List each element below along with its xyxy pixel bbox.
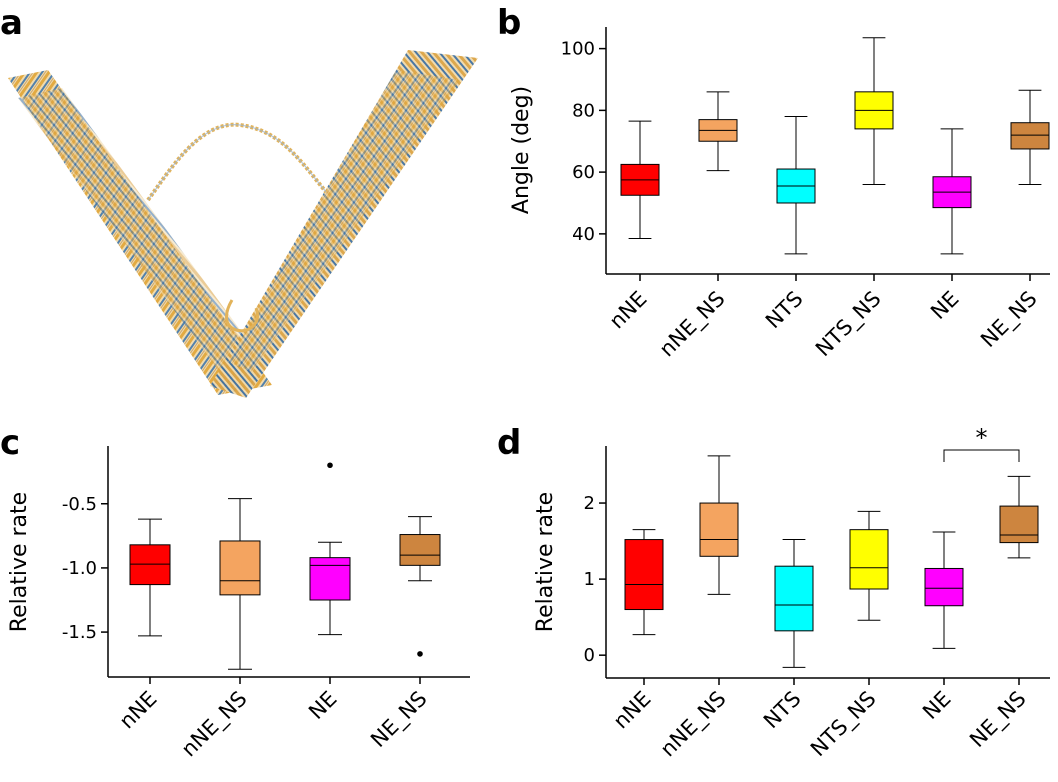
iqr-box [999,505,1039,544]
x-tick-label: nNE [605,287,652,334]
significance-bracket [943,449,1020,462]
panel-d-y-axis-label: Relative rate [533,492,558,632]
iqr-box [774,565,814,632]
box-nNE [620,120,660,239]
y-tick-label: 0 [584,645,595,666]
box-nNE [624,529,664,636]
x-tick-label: NTS_NS [806,687,881,762]
significance-star: * [976,424,988,452]
panel-letter-b: b [497,3,521,43]
x-tick-label: nNE_NS [655,287,731,363]
x-tick-label: nNE [609,687,656,734]
box-NE [309,541,351,636]
x-tick-label: NTS [759,687,806,734]
y-tick-label: 80 [572,100,595,121]
outlier-point [417,651,423,657]
iqr-box [309,557,351,601]
box-NTS_NS [854,37,894,185]
panel-letter-a: a [0,3,23,43]
x-tick-label: nNE [115,687,162,734]
iqr-box [399,534,441,566]
box-NTS_NS [849,510,889,621]
y-tick-label: 60 [572,162,595,183]
y-tick-label: -1.5 [62,622,97,643]
x-tick-label: nNE_NS [177,687,253,763]
box-NE_NS [1010,89,1050,185]
box-NTS [776,116,816,255]
y-tick-label: -0.5 [62,494,97,515]
iqr-box [1010,122,1050,150]
x-tick-label: NE [926,287,963,324]
box-nNE [129,518,171,637]
outlier-point [327,462,333,469]
dna-origami-structure-illustration [8,50,478,398]
panel-b-y-axis-label: Angle (deg) [509,86,534,214]
y-tick-label: 40 [572,224,595,245]
iqr-box [219,540,261,596]
y-tick-label: 1 [584,569,595,590]
iqr-box [849,529,889,590]
panel-d-chart: 0 1 2 nNE nNE_NS NTS NTS_NS NE NE_NS * Relative… [533,424,1050,762]
box-NE_NS [399,516,441,582]
x-tick-label: NE_NS [976,287,1042,353]
x-tick-label: NE_NS [366,687,432,753]
box-nNE_NS [699,455,739,595]
iqr-box [924,567,964,607]
x-tick-label: NE [304,687,341,724]
x-tick-label: NE [918,687,955,724]
x-tick-label: nNE_NS [656,687,732,763]
box-NE [924,531,964,649]
box-nNE_NS [698,91,738,172]
iqr-box [624,539,664,611]
panel-c-y-axis-label: Relative rate [7,492,32,632]
box-NE [932,128,972,255]
panel-c-chart: -0.5 -1.0 -1.5 nNE nNE_NS NE NE_NS Relative r… [7,446,470,762]
y-tick-label: 2 [584,493,595,514]
y-tick-label: 100 [561,39,595,60]
panel-letter-d: d [497,423,521,463]
x-tick-label: NTS_NS [811,287,886,362]
y-tick-label: -1.0 [62,558,97,579]
box-nNE_NS [219,498,261,670]
x-tick-label: NTS [761,287,808,334]
iqr-box [699,502,739,557]
panel-b-chart: 40 60 80 100 nNE nNE_NS NTS NTS_NS NE NE_NS Angl… [509,27,1050,362]
box-NTS [774,539,814,668]
box-NE_NS [999,475,1039,559]
panel-letter-c: c [0,423,20,463]
iqr-box [129,544,171,586]
x-tick-label: NE_NS [965,687,1031,753]
